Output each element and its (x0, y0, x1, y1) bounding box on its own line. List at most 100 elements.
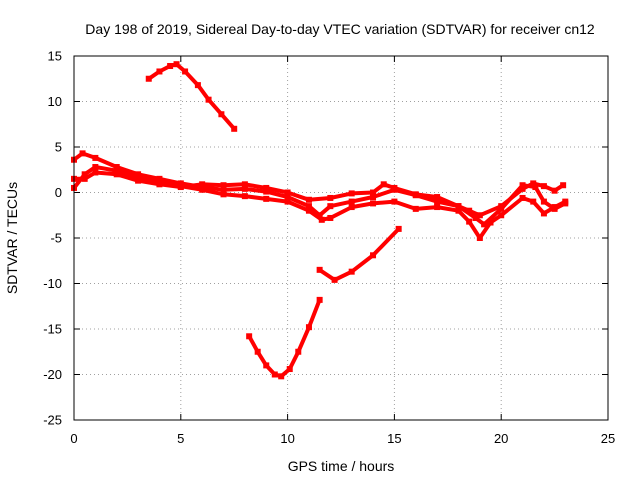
data-point (498, 203, 505, 210)
data-point (295, 348, 302, 355)
data-point (434, 198, 441, 205)
data-point (560, 182, 567, 189)
data-point (562, 198, 569, 205)
axis-ticks: 0 5 10 15 20 25 -25 -20 -15 -10 -5 0 5 10 15 (43, 49, 615, 447)
data-point (391, 198, 398, 205)
data-point (231, 125, 238, 132)
data-point (173, 61, 180, 68)
series-track-c (316, 225, 402, 283)
x-tick-label: 10 (280, 431, 294, 446)
data-point (278, 373, 285, 380)
data-point (455, 207, 462, 214)
data-point (305, 207, 312, 214)
data-point (135, 177, 142, 184)
y-tick-label: 15 (48, 49, 62, 64)
series-track-b (246, 296, 323, 380)
data-point (370, 252, 377, 259)
y-tick-label: -10 (43, 276, 62, 291)
data-point (156, 181, 163, 188)
data-point (81, 171, 88, 178)
data-point (434, 204, 441, 211)
data-point (156, 68, 163, 75)
data-point (241, 181, 248, 188)
data-point (241, 193, 248, 200)
series-line (247, 297, 322, 379)
data-point (92, 164, 99, 171)
data-point (455, 203, 462, 210)
data-point (412, 191, 419, 198)
data-point (135, 171, 142, 178)
x-tick-label: 20 (494, 431, 508, 446)
x-tick-label: 0 (70, 431, 77, 446)
series-track-e (71, 164, 569, 241)
data-point (370, 194, 377, 201)
data-point (519, 185, 526, 192)
data-point (551, 204, 558, 211)
data-point (327, 214, 334, 221)
data-point (113, 171, 120, 178)
data-point (284, 194, 291, 201)
x-axis-title: GPS time / hours (288, 458, 395, 474)
y-tick-label: 10 (48, 94, 62, 109)
y-tick-label: 0 (55, 185, 62, 200)
data-point (412, 205, 419, 212)
x-tick-label: 5 (177, 431, 184, 446)
data-point (318, 216, 325, 223)
x-tick-label: 15 (387, 431, 401, 446)
data-point (540, 183, 547, 190)
data-point (220, 191, 227, 198)
data-point (92, 154, 99, 161)
data-point (263, 195, 270, 202)
y-axis-title: SDTVAR / TECUs (4, 182, 20, 294)
data-point (380, 181, 387, 188)
data-point (370, 200, 377, 207)
plot-area (71, 61, 569, 380)
data-point (305, 324, 312, 331)
y-tick-label: -25 (43, 413, 62, 428)
data-point (205, 96, 212, 103)
data-point (220, 182, 227, 189)
data-point (145, 75, 152, 82)
data-point (316, 212, 323, 219)
y-tick-label: -20 (43, 367, 62, 382)
y-tick-label: -15 (43, 322, 62, 337)
grid-lines (74, 56, 608, 420)
data-point (498, 212, 505, 219)
series-track-a (145, 61, 238, 132)
data-point (540, 198, 547, 205)
series-line (317, 226, 401, 282)
data-point (487, 219, 494, 226)
data-point (113, 167, 120, 174)
y-tick-label: 5 (55, 140, 62, 155)
data-point (199, 181, 206, 188)
data-point (284, 198, 291, 205)
data-point (305, 203, 312, 210)
data-point (286, 366, 293, 373)
data-point (220, 186, 227, 193)
data-point (551, 187, 558, 194)
series-track-f (71, 169, 567, 219)
data-point (194, 82, 201, 89)
data-point (466, 218, 473, 225)
data-point (519, 194, 526, 201)
data-point (305, 196, 312, 203)
data-point (177, 184, 184, 191)
data-point (92, 169, 99, 176)
data-point (472, 214, 479, 221)
data-point (316, 296, 323, 303)
data-point (466, 207, 473, 214)
data-point (199, 186, 206, 193)
data-point (348, 268, 355, 275)
data-point (519, 182, 526, 189)
data-point (327, 203, 334, 210)
data-point (182, 68, 189, 75)
data-point (348, 198, 355, 205)
data-point (167, 63, 174, 70)
data-point (241, 185, 248, 192)
data-point (540, 210, 547, 217)
data-point (434, 194, 441, 201)
series-line (72, 165, 568, 240)
x-tick-label: 25 (601, 431, 615, 446)
data-point (316, 266, 323, 273)
